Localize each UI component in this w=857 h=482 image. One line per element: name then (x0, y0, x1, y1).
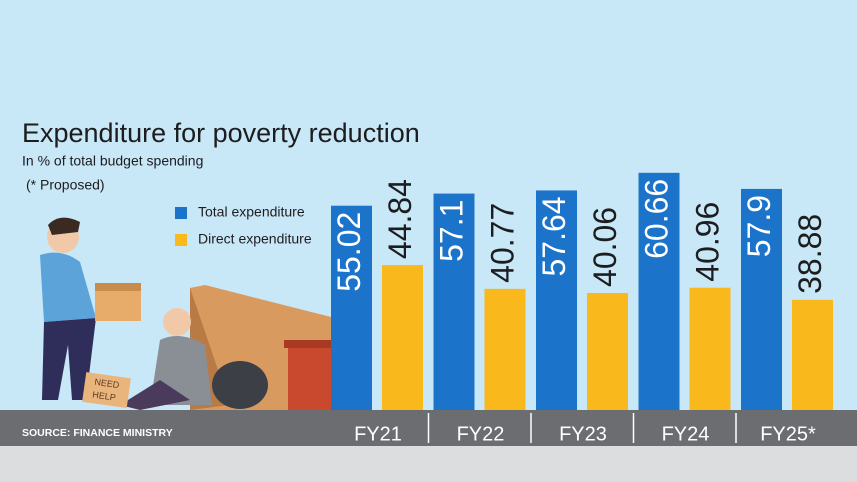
x-tick-label: FY21 (354, 423, 402, 445)
bar (741, 188, 782, 410)
svg-text:HELP: HELP (92, 390, 117, 403)
value-label: 44.84 (382, 179, 418, 259)
bar (433, 193, 475, 410)
x-tick-label: FY25* (760, 423, 816, 445)
value-label: 40.06 (587, 207, 623, 287)
chart-subtitle: In % of total budget spending (22, 153, 203, 169)
legend-label: Direct expenditure (198, 231, 312, 247)
chart-title: Expenditure for poverty reduction (22, 118, 420, 148)
x-tick-label: FY22 (457, 423, 505, 445)
value-label: 60.66 (638, 179, 674, 259)
x-tick-label: FY24 (662, 423, 710, 445)
bar (382, 265, 423, 410)
x-tick-label: FY23 (559, 423, 607, 445)
bar (331, 205, 372, 410)
footer-band (0, 446, 857, 482)
legend-swatch (175, 234, 187, 246)
value-label: 57.64 (536, 196, 572, 276)
value-label: 57.9 (741, 195, 777, 257)
value-label: 40.77 (484, 203, 520, 283)
source: SOURCE: FINANCE MINISTRY (22, 427, 173, 439)
value-label: 55.02 (331, 212, 367, 292)
value-label: 38.88 (792, 214, 828, 294)
chart-note: (* Proposed) (26, 177, 105, 193)
value-label: 40.96 (689, 202, 725, 282)
bar (638, 172, 680, 410)
bar (689, 287, 731, 410)
bar (792, 299, 833, 410)
bar (484, 288, 526, 410)
bar (536, 190, 577, 410)
svg-text:NEED: NEED (94, 377, 121, 390)
bar (587, 292, 628, 410)
legend-label: Total expenditure (198, 204, 305, 220)
value-label: 57.1 (433, 200, 469, 262)
legend-swatch (175, 207, 187, 219)
